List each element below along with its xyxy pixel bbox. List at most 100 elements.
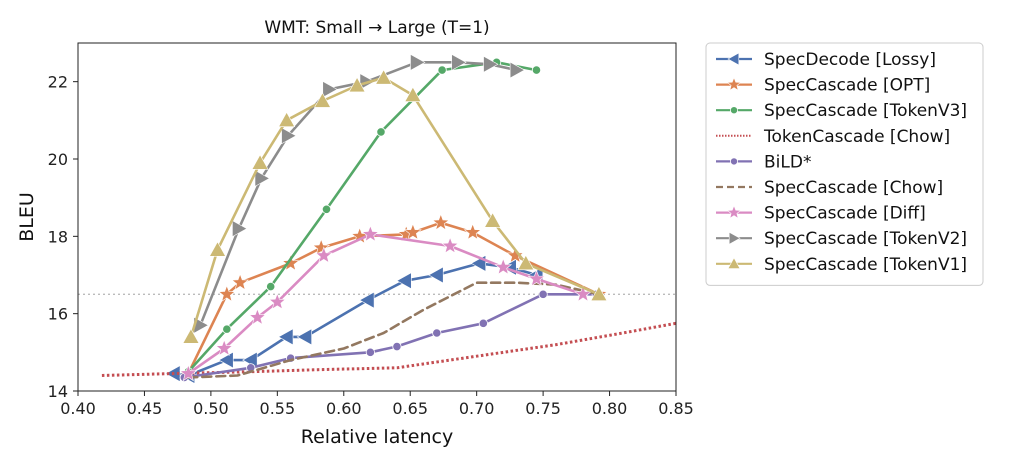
data-point: [509, 61, 526, 79]
legend-item: SpecCascade [TokenV3]: [716, 101, 967, 121]
y-tick-label: 20: [48, 150, 68, 169]
series-line: [183, 292, 598, 379]
legend: SpecDecode [Lossy] SpecCascade [OPT] SpecC…: [705, 42, 984, 286]
legend-box: [705, 42, 984, 286]
legend-label: BiLD*: [764, 152, 811, 172]
data-point: [437, 65, 447, 75]
data-point: [375, 69, 393, 85]
series-6: [187, 281, 601, 379]
data-point: [254, 169, 271, 187]
legend-item: SpecCascade [TokenV2]: [716, 229, 967, 249]
y-tick-label: 16: [48, 305, 68, 324]
data-point: [322, 80, 338, 98]
data-point: [296, 328, 312, 346]
y-tick-label: 22: [48, 73, 68, 92]
legend-marker: [730, 106, 739, 115]
data-point: [232, 220, 248, 238]
legend-label: SpecCascade [Chow]: [764, 178, 943, 198]
legend-item: SpecCascade [Diff]: [716, 204, 926, 224]
data-point: [392, 341, 402, 352]
legend-marker: [727, 257, 741, 269]
data-point: [574, 284, 592, 302]
data-point: [441, 236, 460, 254]
legend-marker: [726, 204, 742, 219]
x-axis-label: Relative latency: [301, 426, 453, 448]
data-point: [222, 324, 232, 334]
legend-label: TokenCascade [Chow]: [763, 127, 950, 147]
legend-marker: [726, 76, 742, 91]
data-point: [376, 127, 386, 137]
data-point: [396, 272, 412, 290]
x-tick-label: 0.80: [592, 399, 628, 418]
series-4: [101, 321, 676, 377]
legend-label: SpecCascade [Diff]: [764, 204, 926, 224]
series-5: [179, 289, 601, 383]
data-point: [365, 347, 375, 357]
series-3: [183, 57, 542, 377]
data-point: [217, 284, 236, 302]
series-line: [187, 233, 585, 375]
data-point: [348, 76, 366, 93]
series-line: [101, 321, 676, 377]
data-point: [209, 241, 227, 257]
legend-marker: [727, 52, 740, 66]
data-point: [478, 318, 488, 328]
legend-label: SpecCascade [TokenV1]: [764, 255, 967, 275]
data-point: [428, 266, 444, 284]
legend-item: SpecCascade [OPT]: [716, 76, 930, 96]
x-tick-label: 0.50: [193, 399, 229, 418]
data-point: [484, 212, 502, 228]
data-point: [251, 154, 269, 170]
legend-label: SpecDecode [Lossy]: [764, 50, 936, 70]
data-point: [590, 285, 608, 302]
x-tick-label: 0.45: [127, 399, 163, 418]
data-point: [506, 246, 525, 264]
data-point: [281, 127, 297, 145]
data-point: [314, 246, 333, 264]
data-point: [359, 291, 375, 309]
data-point: [361, 225, 380, 242]
data-point: [483, 55, 499, 73]
data-point: [404, 86, 422, 102]
x-tick-label: 0.40: [60, 399, 96, 418]
series-1: [165, 254, 544, 385]
legend-item: SpecDecode [Lossy]: [716, 50, 936, 70]
legend-label: SpecCascade [OPT]: [764, 76, 930, 96]
chart-title: WMT: Small → Large (T=1): [264, 18, 489, 38]
x-tick-label: 0.70: [459, 399, 495, 418]
data-point: [531, 65, 542, 75]
data-point: [517, 254, 535, 271]
y-tick-label: 18: [48, 227, 68, 246]
series-7: [179, 225, 592, 382]
series-layer: [101, 53, 676, 385]
legend-label: SpecCascade [TokenV3]: [764, 101, 967, 121]
plot-area: 0.40 0.45 0.50 0.55 0.60 0.65 0.70 0.75 0.80 0.85…: [48, 42, 694, 418]
data-point: [215, 339, 234, 356]
x-tick-label: 0.85: [658, 399, 694, 418]
data-point: [231, 273, 250, 291]
data-point: [494, 257, 513, 275]
legend-item: SpecCascade [Chow]: [716, 178, 943, 198]
data-point: [278, 111, 296, 128]
data-point: [321, 204, 332, 214]
data-point: [431, 213, 450, 231]
series-9: [182, 69, 608, 344]
data-point: [312, 238, 331, 256]
axes-frame: [77, 42, 677, 392]
data-point: [314, 92, 332, 108]
data-point: [527, 269, 546, 287]
data-point: [538, 289, 548, 299]
legend-item: SpecCascade [TokenV1]: [716, 255, 967, 275]
data-point: [179, 364, 198, 382]
data-point: [463, 223, 482, 240]
legend-item: BiLD*: [716, 152, 811, 172]
series-line: [199, 60, 518, 327]
data-point: [281, 254, 300, 271]
x-tick-label: 0.65: [392, 399, 428, 418]
legend-item: TokenCascade [Chow]: [716, 127, 950, 147]
data-point: [410, 53, 426, 71]
data-point: [268, 292, 287, 310]
x-tick-label: 0.75: [525, 399, 561, 418]
series-8: [193, 53, 526, 334]
